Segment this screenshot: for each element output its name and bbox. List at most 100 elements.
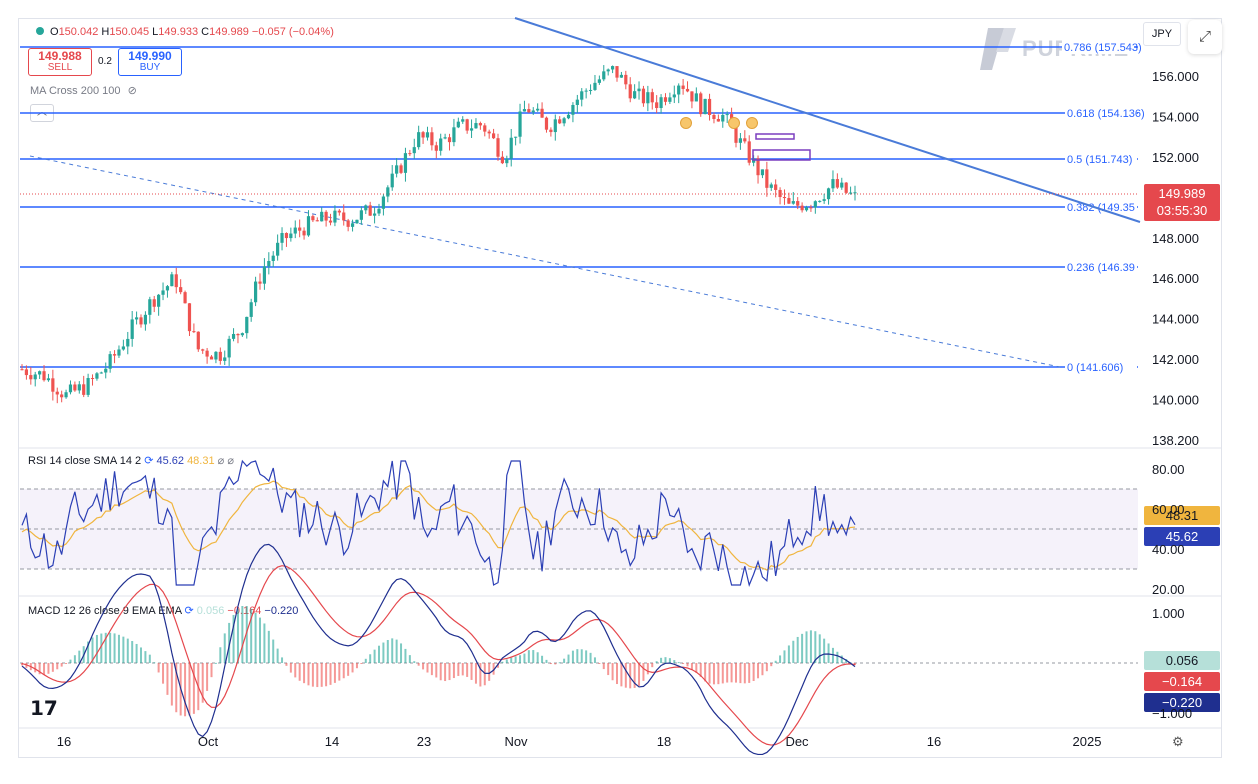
macd-hist-bar (104, 632, 107, 663)
last-price-badge: 149.989 03:55:30 (1144, 184, 1220, 221)
sell-button[interactable]: 149.988 SELL (28, 48, 92, 76)
candle-body (461, 119, 465, 122)
candle-body (575, 99, 579, 105)
macd-hist-bar (100, 633, 103, 663)
candle-body (298, 227, 302, 231)
candle-body (747, 141, 751, 163)
macd-hist-bar (474, 663, 477, 684)
candle-body (804, 207, 809, 211)
event-marker-icon (746, 117, 758, 129)
candle-body (597, 79, 601, 83)
macd-hist-bar (448, 663, 451, 681)
candle-body (355, 219, 359, 224)
candle-body (390, 173, 394, 188)
candle-body (580, 91, 584, 100)
macd-hist-bar (73, 655, 76, 663)
macd-hist-bar (708, 663, 711, 684)
macd-hist-bar (660, 657, 663, 663)
macd-hist-bar (400, 643, 403, 663)
candle-body (284, 233, 289, 239)
macd-hist-bar (56, 663, 59, 670)
candle-body (791, 201, 795, 204)
fullscreen-icon[interactable]: ⤢ (1188, 20, 1222, 54)
candle-body (104, 368, 108, 373)
candle-body (602, 71, 606, 80)
candle-body (848, 192, 853, 194)
candle-body (425, 132, 430, 138)
macd-hist-bar (303, 663, 306, 684)
macd-hist-bar (426, 663, 429, 673)
macd-hist-bar (492, 663, 495, 675)
candle-body (192, 331, 196, 333)
settings-gear-icon[interactable]: ⚙ (1172, 734, 1184, 749)
candle-body (628, 84, 632, 99)
candle-body (633, 91, 637, 99)
macd-hist-bar (34, 663, 37, 673)
candle-body (637, 88, 641, 92)
macd-hist-bar (726, 663, 729, 683)
candle-body (324, 211, 328, 221)
macd-hist-bar (519, 655, 522, 663)
logo-mark-icon (978, 26, 1018, 72)
fib-label-bg (1065, 106, 1137, 120)
candle-body (170, 274, 174, 287)
macd-hist-bar (347, 663, 350, 676)
candle-body (227, 338, 231, 358)
macd-hist-bar (479, 663, 482, 687)
macd-hist-bar (166, 663, 169, 695)
candle-body (496, 138, 500, 157)
macd-hist-bar (699, 663, 702, 677)
candle-body (337, 210, 341, 213)
buy-button[interactable]: 149.990 BUY (118, 48, 182, 76)
macd-hist-bar (563, 658, 566, 663)
fib-label-bg (1062, 40, 1134, 54)
candle-body (179, 287, 183, 293)
candle-body (668, 97, 672, 102)
candle-body (593, 82, 597, 90)
macd-hist-bar (413, 661, 416, 663)
macd-hist-bar (483, 663, 486, 686)
candle-body (756, 158, 760, 176)
macd-hist-bar (704, 663, 707, 682)
macd-hist-bar (117, 634, 120, 663)
ma-indicator-label[interactable]: MA Cross 200 100 ⊘ (30, 85, 137, 97)
candle-body (152, 299, 156, 307)
macd-hist-bar (325, 663, 328, 687)
macd-hist-bar (624, 663, 627, 688)
order-block-rect (752, 149, 811, 161)
macd-hist-bar (831, 647, 834, 663)
macd-hist-bar (774, 660, 777, 663)
candle-body (403, 153, 408, 173)
candle-body (174, 274, 178, 288)
candle-body (743, 138, 747, 142)
eye-hidden-icon[interactable]: ⊘ (127, 85, 137, 97)
candle-body (342, 212, 346, 221)
macd-hist-bar (65, 663, 68, 664)
candle-body (690, 91, 694, 102)
macd-line (21, 543, 856, 756)
candle-body (505, 158, 509, 164)
macd-hist-bar (316, 663, 319, 688)
price-tick-label: 152.000 (1152, 150, 1199, 165)
candle-body (487, 131, 491, 134)
macd-hist-bar (272, 639, 275, 663)
macd-hist-bar (801, 633, 804, 663)
rsi-settings-icon[interactable]: ⟳ (144, 455, 154, 467)
macd-hist-bar (338, 663, 341, 681)
candle-body (531, 110, 535, 113)
macd-settings-icon[interactable]: ⟳ (184, 605, 194, 617)
candle-body (796, 201, 800, 206)
time-axis-label: 23 (417, 734, 431, 749)
candle-body (408, 153, 412, 155)
macd-hist-bar (783, 650, 786, 663)
candle-body (527, 109, 531, 113)
macd-hist-bar (259, 617, 261, 663)
candle-body (646, 92, 650, 104)
candle-body (421, 132, 425, 138)
candle-body (95, 373, 99, 379)
macd-hist-bar (109, 632, 112, 663)
macd-hist-bar (814, 631, 817, 663)
candle-body (734, 126, 738, 143)
candle-body (553, 119, 557, 133)
